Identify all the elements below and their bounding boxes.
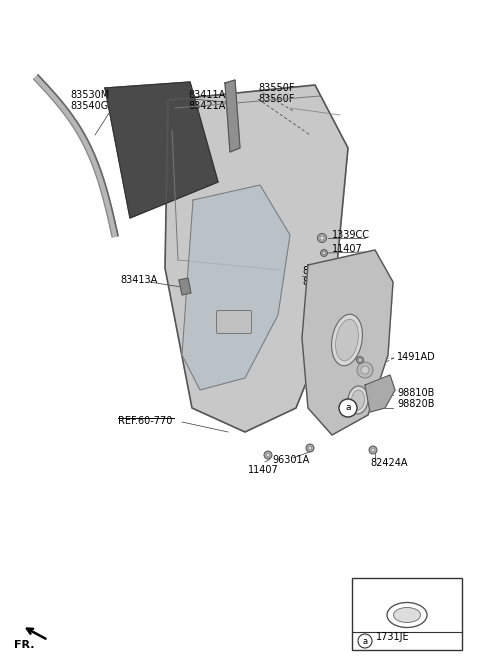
Circle shape: [317, 234, 326, 243]
Polygon shape: [179, 278, 191, 295]
Circle shape: [308, 446, 312, 450]
Text: a: a: [362, 636, 368, 646]
Circle shape: [369, 446, 377, 454]
Polygon shape: [34, 75, 118, 237]
Text: 83421A: 83421A: [188, 101, 226, 111]
Text: 1339CC: 1339CC: [332, 230, 370, 240]
Polygon shape: [225, 80, 240, 152]
Circle shape: [361, 366, 369, 374]
Text: 1731JE: 1731JE: [376, 632, 409, 642]
Circle shape: [320, 236, 324, 240]
FancyBboxPatch shape: [216, 310, 252, 333]
Ellipse shape: [387, 602, 427, 628]
Text: 83471D: 83471D: [302, 266, 340, 276]
Circle shape: [357, 356, 363, 363]
Ellipse shape: [332, 314, 362, 366]
Ellipse shape: [336, 319, 359, 361]
Circle shape: [306, 444, 314, 452]
Text: 11407: 11407: [332, 244, 363, 254]
Circle shape: [323, 252, 325, 255]
Text: 83550F: 83550F: [258, 83, 295, 93]
Circle shape: [371, 448, 375, 452]
Text: a: a: [345, 403, 351, 413]
Circle shape: [357, 362, 373, 378]
Text: 83481D: 83481D: [302, 277, 340, 287]
Circle shape: [339, 399, 357, 417]
Text: 1491AD: 1491AD: [397, 352, 436, 362]
Ellipse shape: [351, 390, 364, 410]
Polygon shape: [182, 185, 290, 390]
Ellipse shape: [348, 386, 368, 414]
Ellipse shape: [394, 607, 420, 623]
Text: 96301A: 96301A: [272, 455, 309, 465]
Text: 83411A: 83411A: [188, 90, 225, 100]
Text: 98820B: 98820B: [397, 399, 434, 409]
Circle shape: [264, 451, 272, 459]
Polygon shape: [165, 85, 348, 432]
Text: 83530M: 83530M: [70, 90, 109, 100]
Text: REF.60-770: REF.60-770: [118, 416, 172, 426]
Text: 11407: 11407: [248, 465, 279, 475]
Circle shape: [358, 634, 372, 648]
Polygon shape: [302, 250, 393, 435]
Text: 83540G: 83540G: [70, 101, 108, 111]
Polygon shape: [105, 82, 218, 218]
Circle shape: [266, 453, 270, 457]
Text: 83413A: 83413A: [120, 275, 157, 285]
Text: 98810B: 98810B: [397, 388, 434, 398]
Text: FR.: FR.: [14, 640, 35, 650]
Circle shape: [359, 359, 361, 361]
Text: 82424A: 82424A: [370, 458, 408, 468]
Polygon shape: [365, 375, 395, 412]
Text: 83560F: 83560F: [258, 94, 294, 104]
Circle shape: [321, 249, 327, 256]
Bar: [352, 578, 462, 650]
